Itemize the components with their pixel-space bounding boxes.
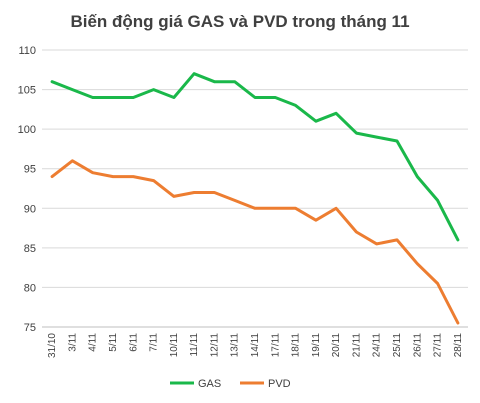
chart-title: Biến động giá GAS và PVD trong tháng 11 (70, 12, 410, 31)
y-tick-label: 85 (24, 243, 36, 255)
x-tick-label: 5/11 (108, 333, 119, 352)
x-tick-label: 21/11 (351, 333, 362, 358)
x-tick-label: 6/11 (128, 333, 139, 352)
x-tick-label: 27/11 (433, 333, 444, 358)
x-tick-label: 17/11 (270, 333, 281, 358)
x-tick-label: 11/11 (189, 333, 200, 357)
series-line-pvd (50, 159, 460, 325)
x-tick-label: 20/11 (331, 333, 342, 358)
y-tick-label: 105 (18, 85, 36, 97)
y-tick-label: 75 (24, 322, 36, 334)
y-tick-label: 80 (24, 282, 36, 294)
series-line-gas (50, 72, 460, 242)
y-axis-ticks: 75 80 85 90 95 100 105 110 (18, 45, 36, 334)
x-tick-label: 12/11 (209, 333, 220, 358)
x-tick-label: 3/11 (67, 333, 78, 352)
x-tick-label: 13/11 (230, 333, 241, 358)
x-tick-label: 26/11 (412, 333, 423, 358)
x-tick-label: 10/11 (169, 333, 180, 358)
legend: GAS PVD (170, 378, 291, 390)
gridlines (42, 49, 468, 328)
y-tick-label: 100 (18, 124, 36, 136)
x-tick-label: 18/11 (291, 333, 302, 358)
x-tick-label: 25/11 (392, 333, 403, 358)
x-tick-label: 4/11 (88, 333, 99, 352)
x-axis-ticks: 31/10 3/11 4/11 5/11 6/11 7/11 10/11 11/11 12/11… (47, 333, 464, 358)
x-tick-label: 24/11 (372, 333, 383, 358)
x-tick-label: 14/11 (250, 333, 261, 358)
x-tick-label: 19/11 (311, 333, 322, 358)
legend-label-gas: GAS (198, 378, 221, 390)
x-tick-label: 28/11 (453, 333, 464, 358)
y-tick-label: 110 (18, 45, 36, 57)
series-lines (50, 72, 460, 325)
y-tick-label: 95 (24, 164, 36, 176)
x-tick-label: 31/10 (47, 333, 58, 358)
y-tick-label: 90 (24, 203, 36, 215)
legend-label-pvd: PVD (268, 378, 291, 390)
x-tick-label: 7/11 (149, 333, 160, 352)
